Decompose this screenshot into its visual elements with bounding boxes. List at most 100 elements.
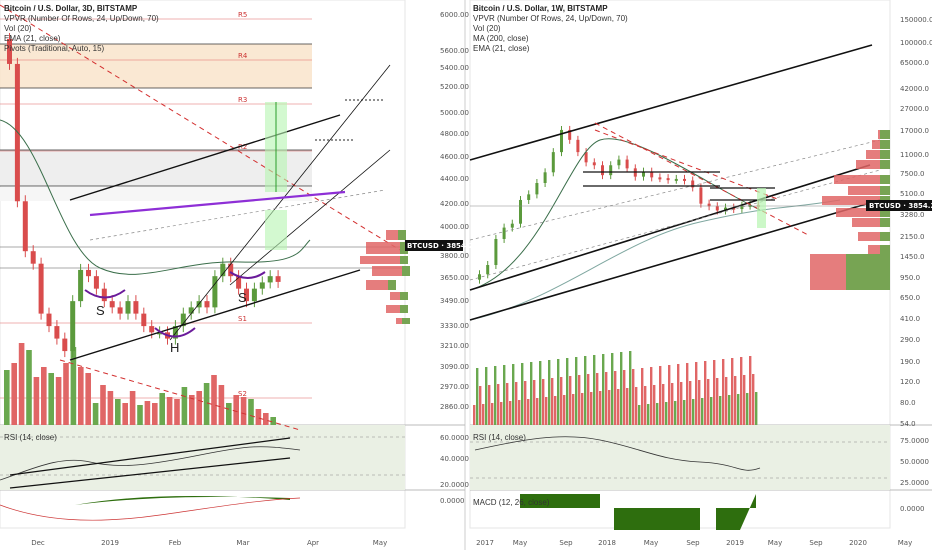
right-channel-mid [469, 164, 871, 291]
left-candle [172, 326, 178, 339]
left-price-tick: 3210.00 [440, 342, 469, 350]
right-volume-bar [695, 362, 698, 425]
right-vpvr-bar [822, 196, 890, 205]
left-x-tick: Mar [236, 539, 249, 547]
right-shoulder-label: S [238, 290, 247, 305]
left-vpvr-up [400, 292, 408, 300]
right-volume-bar [617, 389, 620, 425]
right-volume-bar [515, 382, 518, 425]
left-vpvr-bar [386, 305, 408, 313]
right-x-tick: May [898, 539, 912, 547]
right-candle [510, 223, 514, 228]
left-volume-bar [26, 350, 32, 425]
left-vpvr-up [400, 242, 408, 254]
right-volume-bar [485, 367, 488, 425]
shoulder-arc-left [84, 289, 126, 299]
pivot-label: S2 [238, 390, 247, 398]
right-x-tick: 2017 [476, 539, 494, 547]
left-x-tick: May [373, 539, 387, 547]
right-volume-bar [725, 377, 728, 425]
right-candle [625, 159, 629, 169]
right-volume-bar [527, 399, 530, 425]
right-volume-bar [578, 375, 581, 425]
right-vpvr-bar [848, 186, 890, 195]
left-price-tick: 2970.00 [440, 383, 469, 391]
right-volume-bar [539, 361, 542, 425]
shoulder-arc-right [229, 271, 266, 279]
right-candle [519, 199, 522, 224]
right-candle [592, 162, 596, 166]
right-candle [642, 171, 645, 177]
right-volume-bar [665, 402, 668, 425]
left-price-tick: 5000.00 [440, 109, 469, 117]
right-price-tick: 42000.0 [900, 85, 929, 93]
right-volume-bar [593, 355, 596, 425]
left-vpvr-bar [360, 256, 408, 264]
right-volume-bar [473, 405, 476, 425]
left-candle [149, 326, 155, 333]
left-rsi-band [0, 425, 405, 490]
right-volume-bar [737, 394, 740, 425]
right-volume-bar [551, 378, 554, 425]
left-volume-bar [203, 383, 210, 425]
right-candle [502, 227, 506, 239]
right-candle [650, 171, 654, 178]
left-candle [93, 276, 99, 289]
left-red-dash-2 [59, 359, 301, 431]
left-candle [133, 301, 139, 314]
right-candle [568, 129, 572, 140]
right-volume-bar [701, 398, 704, 425]
left-volume-bar [240, 397, 247, 425]
right-volume-bar [482, 404, 485, 425]
right-candle [707, 203, 711, 207]
right-target-box [757, 188, 766, 228]
left-rsi-trend-1 [9, 437, 291, 476]
left-rsi-line [0, 446, 301, 481]
right-channel-dash-2 [469, 169, 881, 281]
right-volume-bar [671, 383, 674, 425]
right-candle [527, 194, 531, 200]
right-volume-bar [524, 381, 527, 425]
right-volume-bar [647, 404, 650, 425]
right-volume-bar [734, 376, 737, 425]
right-macd-neg [614, 508, 700, 530]
left-channel-2 [229, 149, 391, 286]
right-vpvr-up [880, 140, 890, 149]
left-channel-dash [89, 189, 386, 241]
left-volume-bar [144, 401, 151, 425]
right-volume-bar [719, 396, 722, 425]
left-vpvr-up [402, 266, 410, 276]
right-vpvr-bar [836, 208, 890, 217]
right-x-tick: 2018 [598, 539, 616, 547]
left-price-tick: 3800.00 [440, 252, 469, 260]
right-volume-bar [683, 400, 686, 425]
right-candle [674, 178, 678, 181]
right-vpvr-up [846, 254, 890, 290]
right-x-tick: Sep [809, 539, 823, 547]
right-volume-bar [629, 351, 632, 425]
right-price-tick: 410.0 [900, 315, 920, 323]
left-x-tick: Dec [31, 539, 45, 547]
left-volume-bar [85, 373, 91, 425]
right-volume-bar [743, 375, 746, 425]
right-price-tick: 65000.0 [900, 59, 929, 67]
left-candle [220, 263, 226, 277]
left-candle [188, 307, 194, 314]
left-vpvr-up [400, 256, 408, 264]
left-price-tick: 3650.00 [440, 274, 469, 282]
right-volume-bar [572, 394, 575, 425]
left-vpvr-bar [386, 230, 406, 240]
right-price-tick: 80.0 [900, 399, 916, 407]
right-x-tick: 2019 [726, 539, 744, 547]
right-volume-bar [590, 392, 593, 425]
left-candle [204, 301, 210, 308]
right-volume-bar [533, 380, 536, 425]
left-candle [267, 276, 273, 283]
left-candle [54, 326, 60, 339]
right-vpvr-bar [868, 245, 890, 254]
left-purple-neckline [89, 190, 346, 217]
right-volume-bar [509, 401, 512, 425]
right-candle [494, 238, 498, 266]
right-volume-bar [554, 396, 557, 425]
right-vpvr-bar [856, 160, 890, 169]
